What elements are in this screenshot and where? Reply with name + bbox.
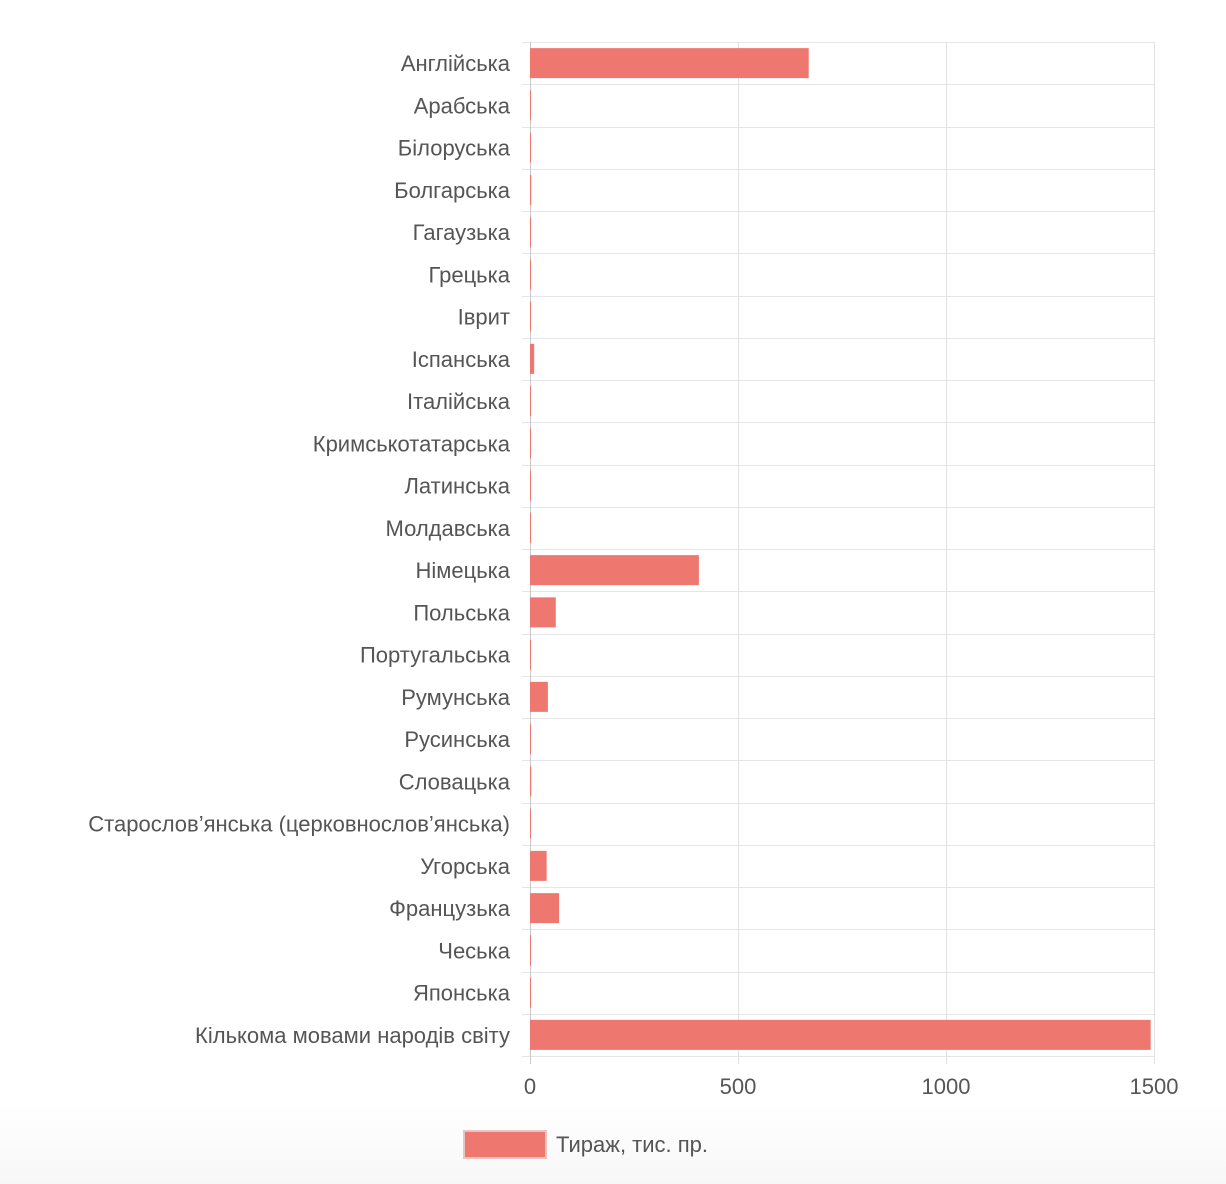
category-labels: Англійська Арабська Білоруська Болгарська Га… xyxy=(88,51,510,1048)
category-label: Іспанська xyxy=(412,347,511,372)
category-label: Угорська xyxy=(420,854,511,879)
category-label: Англійська xyxy=(401,51,511,76)
category-label: Болгарська xyxy=(394,178,511,203)
bar[interactable] xyxy=(530,512,531,543)
bar[interactable] xyxy=(530,766,532,797)
bar[interactable] xyxy=(530,301,531,332)
category-label: Кількома мовами народів світу xyxy=(195,1023,510,1048)
bar[interactable] xyxy=(530,132,531,163)
category-label: Німецька xyxy=(415,558,510,583)
bar[interactable] xyxy=(530,935,531,966)
category-label: Кримськотатарська xyxy=(313,431,511,456)
bar[interactable] xyxy=(530,893,560,924)
x-tick-label: 1000 xyxy=(922,1074,971,1099)
category-label: Білоруська xyxy=(398,136,511,161)
x-tick-label: 0 xyxy=(524,1074,536,1099)
category-label: Японська xyxy=(413,981,511,1006)
bar[interactable] xyxy=(530,681,548,712)
category-label: Іврит xyxy=(458,305,510,330)
category-label: Молдавська xyxy=(386,516,511,541)
category-label: Арабська xyxy=(414,93,511,118)
bar[interactable] xyxy=(530,259,531,290)
x-tick-label: 500 xyxy=(720,1074,757,1099)
legend-label[interactable]: Тираж, тис. пр. xyxy=(556,1132,708,1157)
bar[interactable] xyxy=(530,470,531,501)
category-label: Польська xyxy=(413,600,510,625)
bar[interactable] xyxy=(530,850,547,881)
bar[interactable] xyxy=(530,217,531,248)
bar[interactable] xyxy=(530,724,531,755)
bar[interactable] xyxy=(530,639,531,670)
category-label: Латинська xyxy=(404,474,510,499)
bar[interactable] xyxy=(530,977,531,1008)
category-label: Русинська xyxy=(404,727,510,752)
legend[interactable]: Тираж, тис. пр. xyxy=(463,1130,708,1159)
category-label: Португальська xyxy=(360,643,511,668)
bar[interactable] xyxy=(530,174,532,205)
bar[interactable] xyxy=(530,386,531,417)
category-label: Грецька xyxy=(428,262,510,287)
x-tick-label: 1500 xyxy=(1130,1074,1179,1099)
bar[interactable] xyxy=(530,343,535,374)
bar[interactable] xyxy=(530,555,699,586)
category-label: Французька xyxy=(389,896,511,921)
category-label: Словацька xyxy=(399,769,511,794)
bar[interactable] xyxy=(530,428,531,459)
category-label: Румунська xyxy=(401,685,511,710)
grid-lines xyxy=(522,42,1155,1064)
category-label: Італійська xyxy=(407,389,511,414)
category-label: Чеська xyxy=(438,938,510,963)
bar[interactable] xyxy=(530,1019,1151,1050)
category-label: Старослов’янська (церковнослов’янська) xyxy=(88,812,510,837)
bar[interactable] xyxy=(530,597,556,628)
category-label: Гагаузька xyxy=(413,220,511,245)
bar[interactable] xyxy=(530,48,809,79)
bar[interactable] xyxy=(530,90,531,121)
x-axis-ticks: 0 500 1000 1500 xyxy=(524,1074,1179,1099)
bar[interactable] xyxy=(530,808,531,839)
legend-swatch[interactable] xyxy=(463,1130,547,1159)
bars xyxy=(530,48,1151,1050)
